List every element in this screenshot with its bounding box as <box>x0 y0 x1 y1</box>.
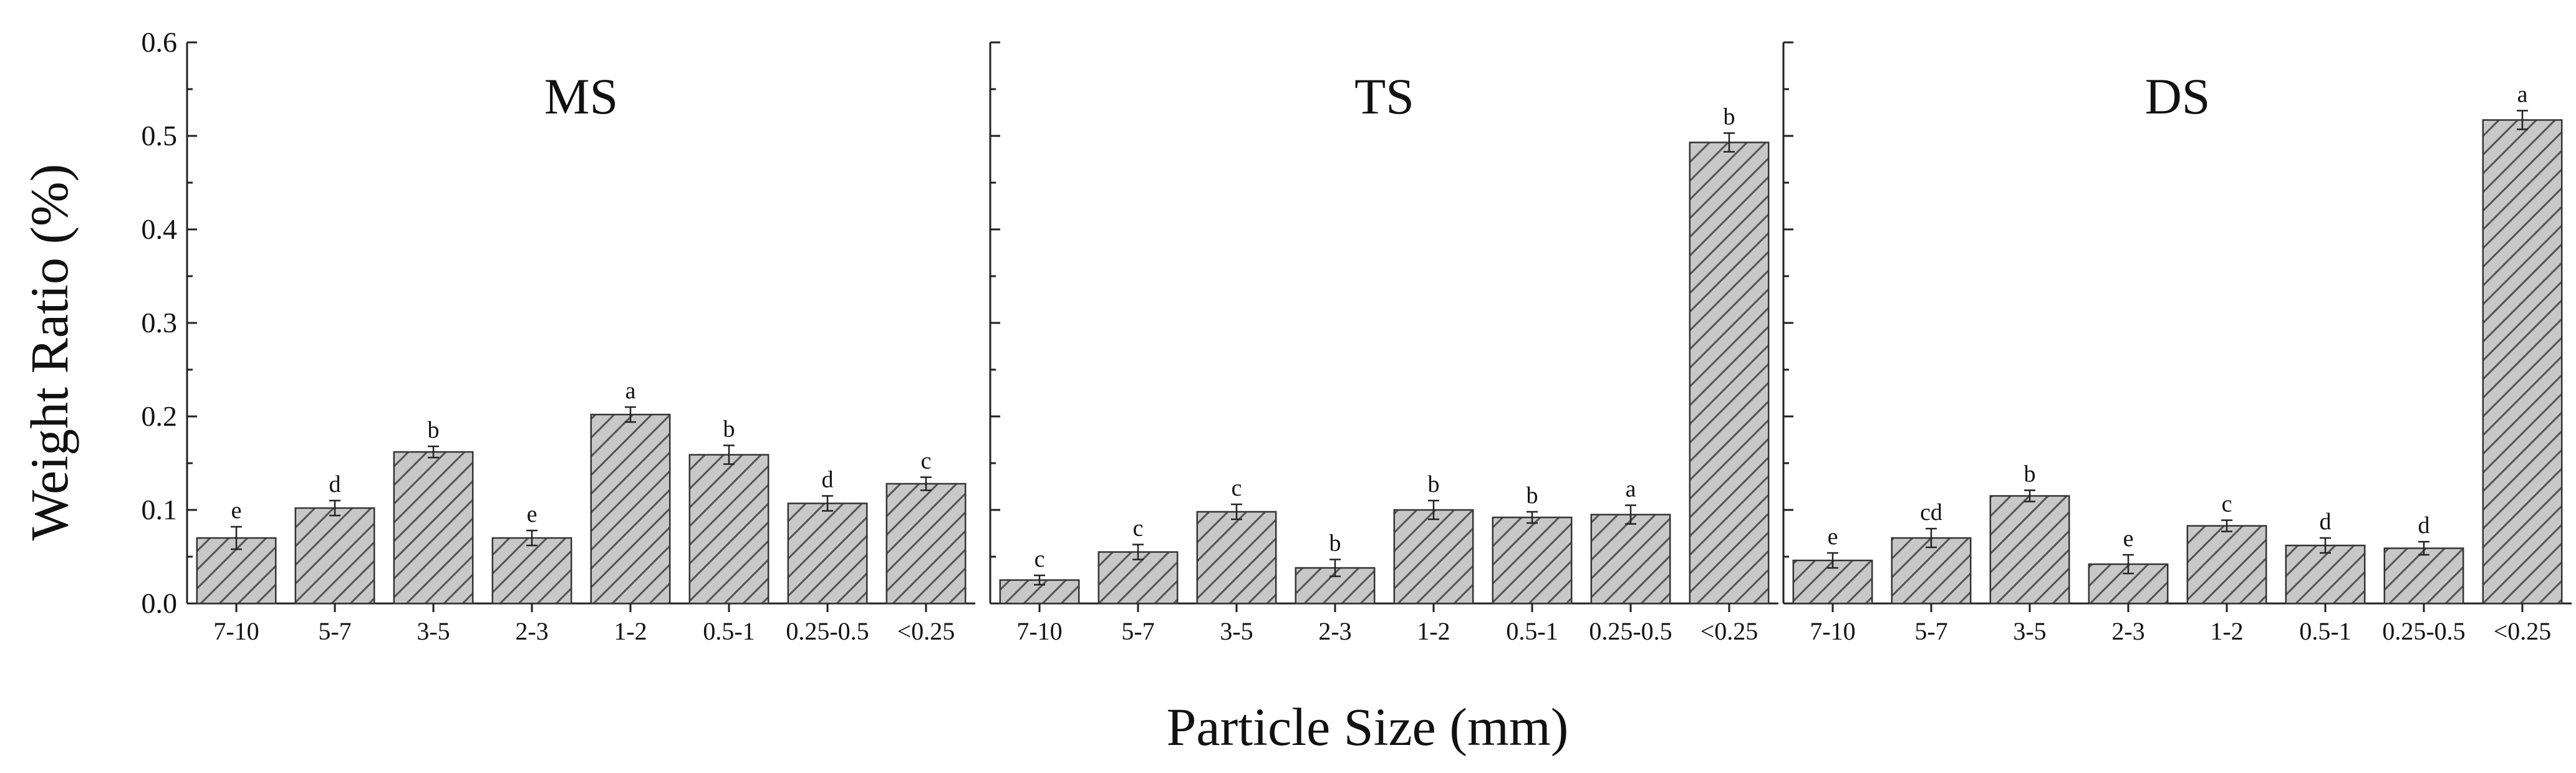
y-tick-label: 0.0 <box>142 587 178 619</box>
significance-label: c <box>2222 491 2232 517</box>
x-tick-label: 0.5-1 <box>2299 617 2351 645</box>
x-tick-label: 3-5 <box>2013 617 2046 645</box>
x-tick-label: 5-7 <box>318 617 351 645</box>
significance-label: c <box>921 448 932 474</box>
x-tick-label: 0.5-1 <box>1506 617 1558 645</box>
panel-ms: 0.0 0.1 0.2 0.3 0.4 0.5 0.6 MS e 7-10 d 5-7 b 3-5 e 2-3… <box>142 26 975 645</box>
significance-label: b <box>2024 461 2036 487</box>
x-tick-label: 7-10 <box>213 617 259 645</box>
x-tick-label: 0.25-0.5 <box>2382 617 2465 645</box>
y-tick-label: 0.4 <box>142 213 178 245</box>
x-tick-label: 0.25-0.5 <box>786 617 869 645</box>
panel-title: DS <box>2145 68 2211 125</box>
significance-label: a <box>625 378 636 404</box>
y-tick-label: 0.3 <box>142 307 178 338</box>
panel-title: MS <box>544 68 619 125</box>
bar <box>1590 514 1671 605</box>
bar <box>1989 495 2070 605</box>
y-tick-label: 0.6 <box>142 26 178 58</box>
bar <box>393 451 474 605</box>
bar <box>491 537 572 605</box>
significance-label: d <box>329 471 341 497</box>
x-tick-label: <0.25 <box>2494 617 2552 645</box>
panel-ds: DS e 7-10 cd 5-7 b 3-5 e 2-3 c 1-2 d 0.5-1 d 0.25-0.5 a… <box>1782 41 2572 645</box>
bar <box>1393 509 1474 605</box>
significance-label: cd <box>1920 499 1942 526</box>
x-tick-label: 2-3 <box>2111 617 2144 645</box>
x-tick-label: 3-5 <box>417 617 450 645</box>
significance-label: b <box>1527 483 1538 509</box>
x-tick-label: 5-7 <box>1121 617 1154 645</box>
x-tick-label: <0.25 <box>1700 617 1758 645</box>
significance-label: b <box>1329 531 1341 557</box>
x-tick-label: 2-3 <box>1318 617 1351 645</box>
bar <box>688 454 769 605</box>
bar <box>885 483 967 605</box>
x-tick-label: 7-10 <box>1016 617 1062 645</box>
bar <box>1689 142 1770 605</box>
y-tick-label: 0.5 <box>142 120 178 151</box>
significance-label: c <box>1133 516 1144 542</box>
x-tick-label: 2-3 <box>515 617 548 645</box>
y-tick-label: 0.1 <box>142 494 178 526</box>
significance-label: d <box>2418 512 2430 539</box>
x-tick-label: 1-2 <box>614 617 647 645</box>
x-axis-title: Particle Size (mm) <box>1167 697 1569 757</box>
significance-label: c <box>1232 475 1242 501</box>
x-tick-label: 3-5 <box>1220 617 1253 645</box>
bar <box>1196 511 1277 605</box>
bar <box>590 413 671 605</box>
significance-label: c <box>1035 546 1045 572</box>
x-tick-label: <0.25 <box>897 617 955 645</box>
bar <box>2186 525 2267 605</box>
bar <box>294 507 375 605</box>
bar <box>2482 119 2563 605</box>
significance-label: b <box>723 416 735 443</box>
significance-label: a <box>1626 476 1636 502</box>
y-tick-label: 0.2 <box>142 400 178 432</box>
x-tick-label: 5-7 <box>1914 617 1947 645</box>
bar <box>1097 551 1179 605</box>
x-tick-label: 7-10 <box>1810 617 1855 645</box>
significance-label: d <box>822 467 834 493</box>
significance-label: b <box>1428 471 1440 497</box>
x-tick-label: 0.5-1 <box>703 617 755 645</box>
bar <box>2383 547 2464 605</box>
panel-ts: TS c 7-10 c 5-7 c 3-5 b 2-3 b 1-2 b 0.5-1 a 0.25-0.5 b <… <box>989 41 1778 645</box>
x-tick-label: 1-2 <box>2210 617 2243 645</box>
significance-label: a <box>2517 82 2528 108</box>
significance-label: d <box>2320 509 2332 535</box>
chart-panels: 0.0 0.1 0.2 0.3 0.4 0.5 0.6 MS e 7-10 d 5-7 b 3-5 e 2-3… <box>142 26 2572 645</box>
significance-label: b <box>1724 104 1735 130</box>
panel-title: TS <box>1354 68 1414 125</box>
significance-label: b <box>428 417 440 443</box>
bar <box>2285 544 2366 605</box>
bar <box>787 502 868 605</box>
x-tick-label: 1-2 <box>1417 617 1450 645</box>
y-axis-title: Weight Ratio (%) <box>19 164 79 540</box>
x-tick-label: 0.25-0.5 <box>1589 617 1672 645</box>
significance-label: e <box>1828 524 1838 550</box>
significance-label: e <box>2123 526 2134 552</box>
bar <box>1492 516 1573 605</box>
significance-label: e <box>527 501 538 527</box>
significance-label: e <box>231 497 242 524</box>
